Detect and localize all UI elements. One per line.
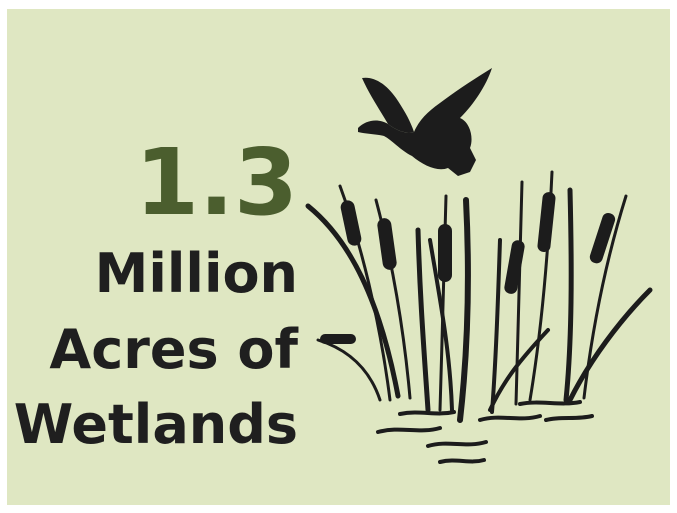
cattail-illustration bbox=[305, 170, 653, 423]
cattail-heads bbox=[320, 192, 616, 344]
stat-label: Million bbox=[95, 242, 298, 305]
stat-value: 1.3 bbox=[135, 129, 298, 236]
duck-illustration bbox=[358, 68, 492, 176]
water-ripples bbox=[376, 400, 594, 464]
background bbox=[7, 9, 670, 505]
stat-label: Acres of bbox=[49, 318, 298, 381]
stat-label: Wetlands bbox=[14, 393, 298, 456]
